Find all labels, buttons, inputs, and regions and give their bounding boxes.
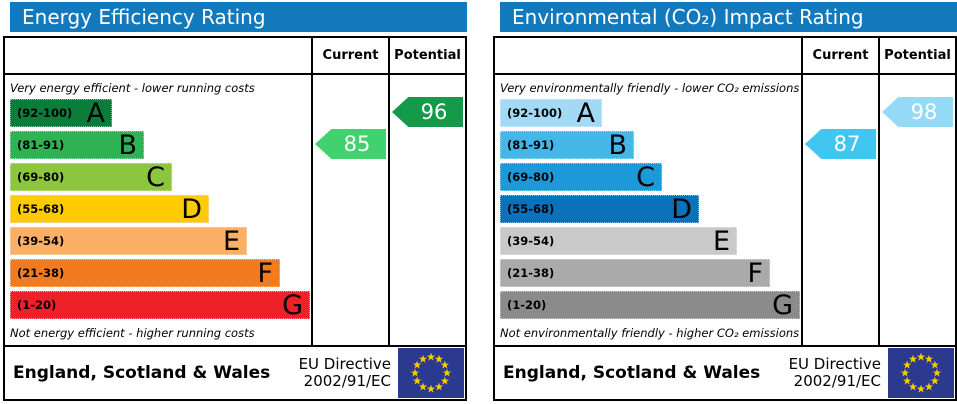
band-letter: C	[146, 161, 165, 193]
band-g: (1-20) G	[500, 291, 800, 319]
eu-directive-line2: 2002/91/EC	[303, 372, 391, 390]
band-letter: A	[86, 97, 105, 129]
band-area: Very environmentally friendly - lower CO…	[495, 75, 801, 345]
band-range-label: (1-20)	[17, 298, 57, 312]
band-d: (55-68) D	[500, 195, 699, 223]
band-letter: E	[712, 225, 730, 257]
eu-directive-line1: EU Directive	[788, 355, 881, 373]
band-range-label: (81-91)	[17, 138, 65, 152]
band-range-label: (92-100)	[17, 106, 73, 120]
current-column: 87	[801, 75, 878, 345]
eu-directive-line2: 2002/91/EC	[793, 372, 881, 390]
current-column: 85	[311, 75, 388, 345]
band-area: Very energy efficient - lower running co…	[5, 75, 311, 345]
band-f: (21-38) F	[10, 259, 280, 287]
current-column-header: Current	[801, 38, 878, 73]
band-letter: G	[282, 289, 303, 321]
chart-table: Current Potential Very energy efficient …	[3, 36, 467, 401]
eu-directive-label: EU Directive 2002/91/EC	[789, 356, 888, 390]
band-range-label: (55-68)	[507, 202, 555, 216]
potential-column: 98	[878, 75, 955, 345]
bands: (92-100) A (81-91) B (69-80) C (55-68) D (39-54)…	[495, 99, 801, 319]
band-letter: D	[671, 193, 692, 225]
chart-table: Current Potential Very environmentally f…	[493, 36, 957, 401]
top-caption: Very environmentally friendly - lower CO…	[500, 81, 800, 95]
current-value-arrow: 87	[805, 129, 876, 159]
band-c: (69-80) C	[10, 163, 172, 191]
bands: (92-100) A (81-91) B (69-80) C (55-68) D (39-54)…	[5, 99, 311, 319]
bottom-caption: Not energy efficient - higher running co…	[10, 326, 255, 340]
footer-row: England, Scotland & Wales EU Directive 2…	[495, 345, 955, 399]
band-range-label: (69-80)	[17, 170, 65, 184]
band-letter: F	[747, 257, 763, 289]
band-letter: E	[222, 225, 240, 257]
band-range-label: (21-38)	[507, 266, 555, 280]
top-caption: Very energy efficient - lower running co…	[10, 81, 255, 95]
band-range-label: (39-54)	[507, 234, 555, 248]
bands-row: Very environmentally friendly - lower CO…	[495, 75, 955, 345]
bottom-caption: Not environmentally friendly - higher CO…	[500, 326, 800, 340]
band-range-label: (81-91)	[507, 138, 555, 152]
potential-column-header: Potential	[878, 38, 955, 73]
band-range-label: (1-20)	[507, 298, 547, 312]
band-b: (81-91) B	[10, 131, 144, 159]
band-letter: D	[181, 193, 202, 225]
current-value-arrow: 85	[315, 129, 386, 159]
column-header-row: Current Potential	[495, 38, 955, 75]
chart-title-bar: Energy Efficiency Rating	[10, 2, 467, 32]
footer-row: England, Scotland & Wales EU Directive 2…	[5, 345, 465, 399]
band-letter: B	[118, 129, 137, 161]
potential-column-header: Potential	[388, 38, 465, 73]
band-e: (39-54) E	[500, 227, 737, 255]
band-g: (1-20) G	[10, 291, 310, 319]
band-letter: A	[576, 97, 595, 129]
band-f: (21-38) F	[500, 259, 770, 287]
band-d: (55-68) D	[10, 195, 209, 223]
band-a: (92-100) A	[10, 99, 112, 127]
current-column-header: Current	[311, 38, 388, 73]
potential-value: 96	[420, 100, 448, 124]
chart-title: Energy Efficiency Rating	[22, 5, 266, 29]
band-b: (81-91) B	[500, 131, 634, 159]
eu-directive-label: EU Directive 2002/91/EC	[299, 356, 398, 390]
band-letter: B	[608, 129, 627, 161]
band-column-header	[5, 38, 311, 73]
bands-row: Very energy efficient - lower running co…	[5, 75, 465, 345]
potential-column: 96	[388, 75, 465, 345]
current-value: 87	[833, 132, 861, 156]
eu-flag-icon	[398, 348, 464, 398]
band-letter: C	[636, 161, 655, 193]
band-range-label: (21-38)	[17, 266, 65, 280]
band-e: (39-54) E	[10, 227, 247, 255]
chart-title: Environmental (CO₂) Impact Rating	[512, 5, 864, 29]
band-a: (92-100) A	[500, 99, 602, 127]
region-label: England, Scotland & Wales	[503, 363, 761, 383]
rating-chart: Environmental (CO₂) Impact Rating Curren…	[493, 2, 957, 401]
chart-title-bar: Environmental (CO₂) Impact Rating	[500, 2, 957, 32]
current-value: 85	[343, 132, 371, 156]
band-range-label: (39-54)	[17, 234, 65, 248]
potential-value: 98	[910, 100, 938, 124]
rating-chart: Energy Efficiency Rating Current Potenti…	[3, 2, 467, 401]
eu-directive-line1: EU Directive	[298, 355, 391, 373]
band-column-header	[495, 38, 801, 73]
band-range-label: (55-68)	[17, 202, 65, 216]
band-letter: F	[257, 257, 273, 289]
potential-value-arrow: 96	[392, 97, 463, 127]
column-header-row: Current Potential	[5, 38, 465, 75]
band-range-label: (92-100)	[507, 106, 563, 120]
band-letter: G	[772, 289, 793, 321]
region-label: England, Scotland & Wales	[13, 363, 271, 383]
band-c: (69-80) C	[500, 163, 662, 191]
eu-flag-icon	[888, 348, 954, 398]
potential-value-arrow: 98	[882, 97, 953, 127]
band-range-label: (69-80)	[507, 170, 555, 184]
